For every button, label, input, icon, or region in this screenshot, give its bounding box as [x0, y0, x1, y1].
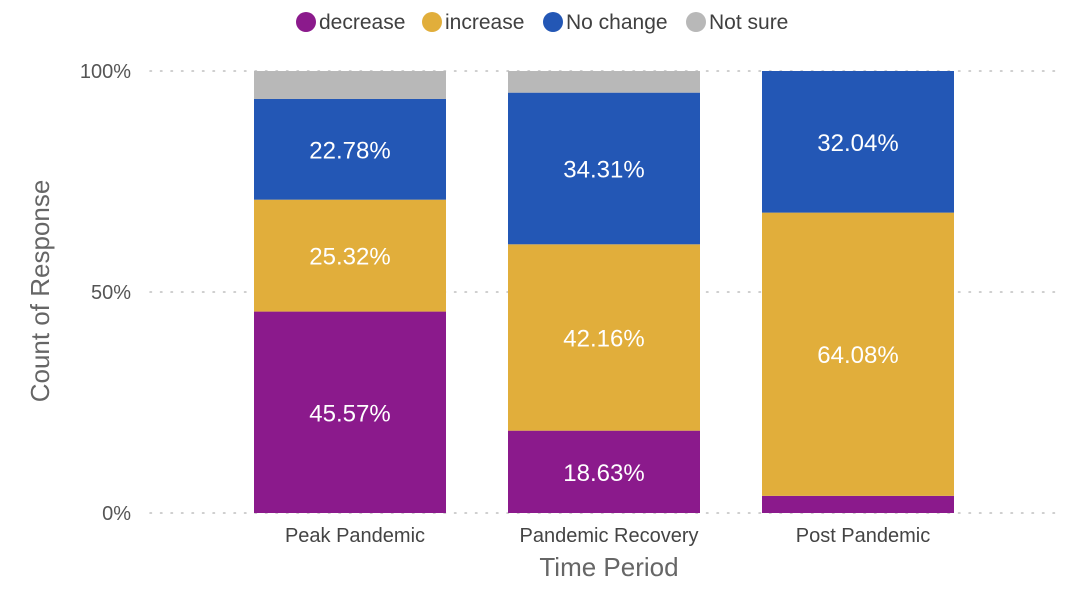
bars — [254, 71, 954, 513]
data-label: 64.08% — [817, 342, 898, 369]
bar-segment-increase — [762, 212, 954, 496]
data-label: 45.57% — [309, 400, 390, 427]
y-tick-label: 100% — [80, 61, 131, 83]
x-axis-title: Time Period — [539, 552, 678, 582]
data-label: 42.16% — [563, 325, 644, 352]
legend-item-increase: increase — [422, 11, 524, 34]
bar-segment-no-change — [762, 71, 954, 213]
x-tick-label: Pandemic Recovery — [520, 525, 699, 547]
bar-segment-not-sure — [254, 71, 446, 99]
bar-segment-decrease — [508, 430, 700, 513]
legend-label: Not sure — [709, 11, 788, 34]
legend-swatch — [686, 12, 706, 32]
bar-segment-not-sure — [508, 71, 700, 93]
bar-segment-decrease — [254, 311, 446, 513]
data-label: 22.78% — [309, 137, 390, 164]
bar-segment-no-change — [254, 98, 446, 200]
legend-swatch — [296, 12, 316, 32]
data-label: 18.63% — [563, 460, 644, 487]
legend-label: No change — [566, 11, 668, 34]
legend-label: increase — [445, 11, 524, 34]
legend: decrease increase No change Not sure — [296, 11, 788, 34]
legend-label: decrease — [319, 11, 405, 34]
legend-item-no-change: No change — [543, 11, 668, 34]
y-axis-title: Count of Response — [25, 180, 55, 403]
data-label: 32.04% — [817, 130, 898, 157]
axes: 0% 50% 100% Peak Pandemic Pandemic Recovery P… — [80, 61, 930, 547]
bar-segment-decrease — [762, 495, 954, 513]
data-label: 34.31% — [563, 156, 644, 183]
y-tick-label: 50% — [91, 282, 131, 304]
data-label: 25.32% — [309, 244, 390, 271]
data-labels: 45.57% 25.32% 22.78% 18.63% 42.16% 34.31% 64.0… — [309, 130, 898, 487]
legend-item-decrease: decrease — [296, 11, 405, 34]
legend-item-not-sure: Not sure — [686, 11, 788, 34]
x-tick-label: Post Pandemic — [796, 525, 931, 547]
x-tick-label: Peak Pandemic — [285, 525, 425, 547]
legend-swatch — [543, 12, 563, 32]
bar-segment-increase — [508, 244, 700, 431]
bar-segment-increase — [254, 199, 446, 312]
y-tick-label: 0% — [102, 503, 131, 525]
bar-segment-no-change — [508, 92, 700, 245]
legend-swatch — [422, 12, 442, 32]
